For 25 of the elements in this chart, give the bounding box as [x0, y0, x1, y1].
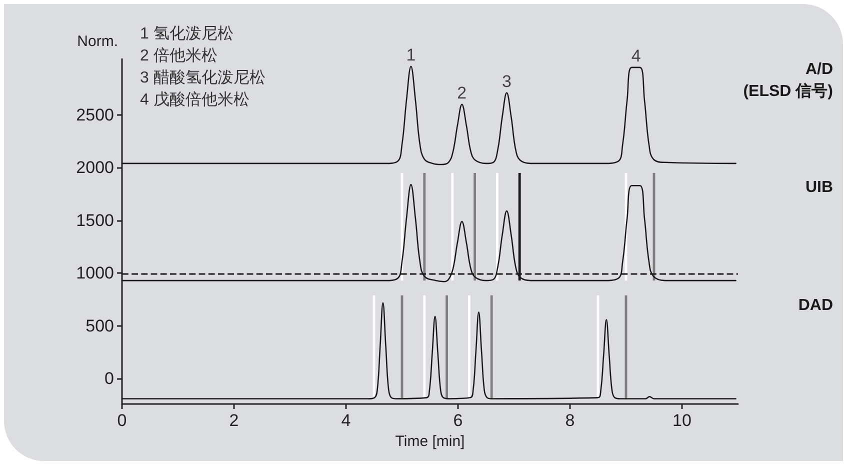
x-tick-label: 8 — [565, 411, 575, 430]
x-tick-label: 2 — [229, 411, 239, 430]
annotation: 3 — [502, 72, 512, 91]
y-tick-label: 2000 — [76, 158, 114, 178]
y-tick-label: 1500 — [76, 210, 114, 230]
y-tick-label: 1000 — [76, 264, 114, 283]
y-axis-title: Norm. — [77, 33, 118, 50]
annotation: 3 醋酸氢化泼尼松 — [140, 68, 266, 86]
text: UIB — [805, 179, 833, 196]
x-tick-label: 0 — [117, 411, 127, 430]
x-tick-label: 4 — [341, 411, 351, 430]
text: DAD — [798, 297, 833, 314]
annotation: 4 — [631, 46, 641, 66]
annotation: 1 — [406, 45, 416, 64]
x-axis-title: Time [min] — [395, 433, 465, 450]
y-tick-label: 0 — [104, 369, 114, 388]
text: 1 氢化泼尼松 — [140, 24, 234, 42]
x-tick-label: 6 — [453, 411, 463, 430]
annotation: 2 — [457, 83, 467, 102]
x-tick-label: 10 — [672, 411, 692, 430]
y-tick-label: 500 — [86, 316, 114, 336]
annotation: 2 倍他米松 — [140, 46, 218, 64]
y-tick-label: 2500 — [76, 105, 114, 124]
annotation: 4 戊酸倍他米松 — [140, 90, 250, 108]
text: A/D (ELSD 信号) — [743, 60, 833, 100]
